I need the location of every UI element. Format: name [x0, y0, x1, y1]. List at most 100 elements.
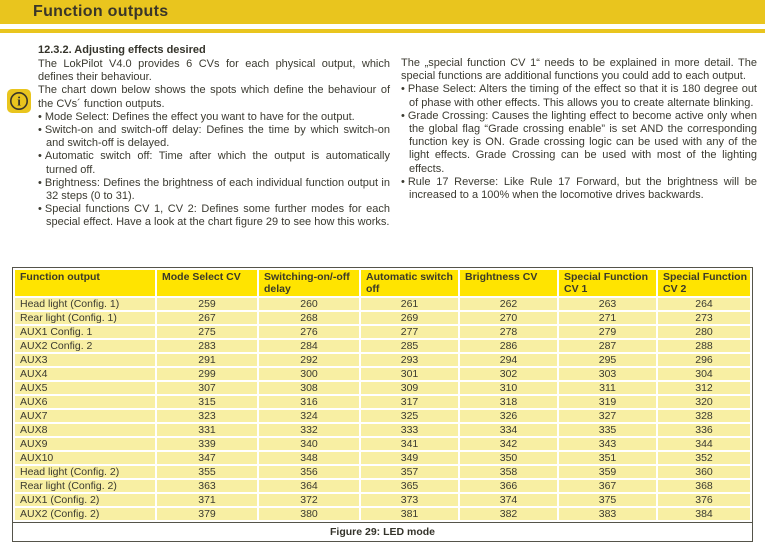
- cell-special-function-cv1: 295: [559, 354, 656, 366]
- cell-automatic-switch-off: 341: [361, 438, 458, 450]
- cell-switching-delay: 324: [259, 410, 359, 422]
- bullet-text: Mode Select: Defines the effect you want…: [44, 110, 355, 123]
- cell-special-function-cv2: 368: [658, 480, 750, 492]
- cell-automatic-switch-off: 285: [361, 340, 458, 352]
- cell-special-function-cv1: 375: [559, 494, 656, 506]
- table-header-cell: Function output: [15, 270, 155, 296]
- bullet-text: Special functions CV 1, CV 2: Defines so…: [44, 203, 390, 229]
- cell-mode-select-cv: 347: [157, 452, 257, 464]
- table-header-cell: Automatic switch off: [361, 270, 458, 296]
- cell-switching-delay: 284: [259, 340, 359, 352]
- cell-function-output: AUX1 Config. 1: [15, 326, 155, 338]
- left-info-paragraph: The chart down below shows the spots whi…: [38, 84, 390, 110]
- table-row: AUX1 Config. 1 275 276 277 278 279 280: [15, 326, 750, 338]
- bullet-item: Rule 17 Reverse: Like Rule 17 Forward, b…: [401, 176, 757, 202]
- cell-brightness-cv: 318: [460, 396, 557, 408]
- bullet-item: Brightness: Defines the brightness of ea…: [38, 177, 390, 203]
- cell-switching-delay: 276: [259, 326, 359, 338]
- left-bullet-list: Mode Select: Defines the effect you want…: [38, 111, 390, 230]
- cell-mode-select-cv: 371: [157, 494, 257, 506]
- bullet-item: Switch-on and switch-off delay: Defines …: [38, 124, 390, 150]
- left-column: 12.3.2. Adjusting effects desired The Lo…: [38, 44, 390, 230]
- left-paragraph-1: The LokPilot V4.0 provides 6 CVs for eac…: [38, 58, 390, 84]
- cell-automatic-switch-off: 365: [361, 480, 458, 492]
- cell-special-function-cv1: 303: [559, 368, 656, 380]
- page-header: Function outputs: [0, 0, 765, 24]
- table-header-cell: Switching-on/-off delay: [259, 270, 359, 296]
- right-paragraph-1: The „special function CV 1“ needs to be …: [401, 57, 757, 83]
- table-header-cell: Special Function CV 2: [658, 270, 750, 296]
- cell-function-output: AUX1 (Config. 2): [15, 494, 155, 506]
- cell-automatic-switch-off: 261: [361, 298, 458, 310]
- cell-brightness-cv: 350: [460, 452, 557, 464]
- cell-switching-delay: 332: [259, 424, 359, 436]
- bullet-text: Rule 17 Reverse: Like Rule 17 Forward, b…: [407, 175, 757, 202]
- cell-mode-select-cv: 379: [157, 508, 257, 520]
- table-row: Rear light (Config. 1) 267 268 269 270 2…: [15, 312, 750, 324]
- figure-caption: Figure 29: LED mode: [12, 523, 753, 542]
- cell-automatic-switch-off: 277: [361, 326, 458, 338]
- info-icon-glyph: i: [7, 89, 31, 113]
- cell-switching-delay: 340: [259, 438, 359, 450]
- cell-special-function-cv2: 304: [658, 368, 750, 380]
- cell-mode-select-cv: 291: [157, 354, 257, 366]
- bullet-text: Switch-on and switch-off delay: Defines …: [44, 124, 390, 150]
- bullet-item: Grade Crossing: Causes the lighting effe…: [401, 110, 757, 176]
- cell-automatic-switch-off: 269: [361, 312, 458, 324]
- cell-special-function-cv1: 271: [559, 312, 656, 324]
- cv-table-grid: Function output Mode Select CV Switching…: [12, 267, 753, 523]
- cell-brightness-cv: 358: [460, 466, 557, 478]
- cell-function-output: Head light (Config. 2): [15, 466, 155, 478]
- cell-function-output: AUX9: [15, 438, 155, 450]
- cell-special-function-cv2: 328: [658, 410, 750, 422]
- cell-special-function-cv2: 273: [658, 312, 750, 324]
- cell-special-function-cv2: 296: [658, 354, 750, 366]
- table-row: Rear light (Config. 2) 363 364 365 366 3…: [15, 480, 750, 492]
- cell-special-function-cv2: 264: [658, 298, 750, 310]
- cell-special-function-cv2: 336: [658, 424, 750, 436]
- right-column: The „special function CV 1“ needs to be …: [401, 44, 757, 202]
- svg-text:i: i: [17, 94, 21, 109]
- table-row: AUX2 (Config. 2) 379 380 381 382 383 384: [15, 508, 750, 520]
- cell-switching-delay: 348: [259, 452, 359, 464]
- cell-brightness-cv: 278: [460, 326, 557, 338]
- table-row: AUX6 315 316 317 318 319 320: [15, 396, 750, 408]
- cell-brightness-cv: 294: [460, 354, 557, 366]
- cell-switching-delay: 380: [259, 508, 359, 520]
- cell-brightness-cv: 334: [460, 424, 557, 436]
- info-icon: i: [7, 89, 31, 113]
- cell-mode-select-cv: 363: [157, 480, 257, 492]
- cell-special-function-cv1: 279: [559, 326, 656, 338]
- cell-automatic-switch-off: 325: [361, 410, 458, 422]
- cell-brightness-cv: 286: [460, 340, 557, 352]
- cell-switching-delay: 260: [259, 298, 359, 310]
- cell-brightness-cv: 262: [460, 298, 557, 310]
- cell-brightness-cv: 326: [460, 410, 557, 422]
- cell-brightness-cv: 270: [460, 312, 557, 324]
- cell-special-function-cv1: 287: [559, 340, 656, 352]
- table-row: Head light (Config. 1) 259 260 261 262 2…: [15, 298, 750, 310]
- table-row: AUX3 291 292 293 294 295 296: [15, 354, 750, 366]
- table-row: AUX4 299 300 301 302 303 304: [15, 368, 750, 380]
- cell-function-output: AUX2 Config. 2: [15, 340, 155, 352]
- cell-function-output: AUX4: [15, 368, 155, 380]
- cell-special-function-cv2: 344: [658, 438, 750, 450]
- bullet-item: Special functions CV 1, CV 2: Defines so…: [38, 203, 390, 229]
- cell-mode-select-cv: 331: [157, 424, 257, 436]
- cell-special-function-cv1: 383: [559, 508, 656, 520]
- cell-brightness-cv: 302: [460, 368, 557, 380]
- cell-switching-delay: 292: [259, 354, 359, 366]
- cell-switching-delay: 308: [259, 382, 359, 394]
- cell-mode-select-cv: 275: [157, 326, 257, 338]
- cell-mode-select-cv: 339: [157, 438, 257, 450]
- table-header-cell: Mode Select CV: [157, 270, 257, 296]
- cell-special-function-cv2: 288: [658, 340, 750, 352]
- cell-special-function-cv1: 319: [559, 396, 656, 408]
- bullet-item: Automatic switch off: Time after which t…: [38, 150, 390, 176]
- cell-switching-delay: 316: [259, 396, 359, 408]
- cell-function-output: Rear light (Config. 1): [15, 312, 155, 324]
- cell-special-function-cv1: 343: [559, 438, 656, 450]
- cell-special-function-cv1: 327: [559, 410, 656, 422]
- cell-switching-delay: 364: [259, 480, 359, 492]
